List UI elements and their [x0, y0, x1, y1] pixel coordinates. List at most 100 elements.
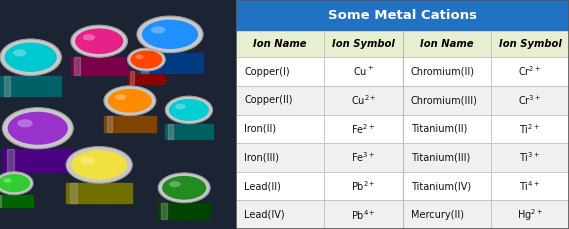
Polygon shape [130, 71, 134, 84]
Polygon shape [104, 116, 156, 132]
Ellipse shape [7, 112, 68, 145]
Bar [491, 200, 569, 229]
Polygon shape [70, 183, 77, 203]
Polygon shape [141, 53, 147, 73]
Ellipse shape [3, 45, 57, 75]
Bar [324, 143, 402, 172]
Ellipse shape [83, 34, 95, 41]
Bar [324, 86, 402, 114]
Text: Fe$^{3+}$: Fe$^{3+}$ [351, 150, 376, 164]
Bar [402, 143, 491, 172]
Bar [402, 86, 491, 114]
Polygon shape [0, 195, 33, 207]
Text: Ion Name: Ion Name [420, 39, 473, 49]
Bar [236, 143, 324, 172]
Bar [236, 200, 324, 229]
Ellipse shape [5, 43, 57, 72]
Ellipse shape [130, 52, 163, 71]
Bar [324, 200, 402, 229]
Ellipse shape [104, 86, 156, 116]
Ellipse shape [3, 178, 11, 183]
Ellipse shape [135, 55, 144, 59]
Ellipse shape [169, 99, 209, 121]
Bar [236, 31, 324, 57]
Bar [236, 0, 569, 31]
Ellipse shape [137, 16, 203, 53]
Bar [324, 57, 402, 86]
Text: Ti$^{2+}$: Ti$^{2+}$ [519, 122, 541, 136]
Text: Cu$^+$: Cu$^+$ [353, 65, 374, 78]
Bar [324, 31, 402, 57]
Bar [491, 86, 569, 114]
Text: Mercury(II): Mercury(II) [411, 210, 464, 220]
Ellipse shape [169, 181, 180, 187]
Ellipse shape [71, 150, 127, 180]
Polygon shape [137, 53, 203, 73]
Ellipse shape [151, 26, 166, 34]
Text: Iron(II): Iron(II) [245, 124, 277, 134]
Ellipse shape [66, 147, 132, 183]
Ellipse shape [0, 174, 30, 192]
Bar [236, 172, 324, 200]
Ellipse shape [115, 94, 126, 100]
Text: Lead(IV): Lead(IV) [245, 210, 285, 220]
Ellipse shape [13, 49, 26, 57]
Ellipse shape [0, 172, 33, 195]
Polygon shape [127, 71, 165, 84]
Text: Lead(II): Lead(II) [245, 181, 281, 191]
Text: Ion Symbol: Ion Symbol [332, 39, 395, 49]
Text: Cr$^{3+}$: Cr$^{3+}$ [518, 93, 542, 107]
Bar [402, 200, 491, 229]
Bar [491, 31, 569, 57]
Polygon shape [74, 57, 80, 75]
Text: Iron(III): Iron(III) [245, 153, 279, 162]
Polygon shape [7, 149, 14, 172]
Text: Pb$^{4+}$: Pb$^{4+}$ [351, 208, 376, 222]
Ellipse shape [168, 101, 210, 123]
Bar [236, 86, 324, 114]
Polygon shape [0, 195, 1, 207]
Ellipse shape [7, 115, 69, 148]
Bar [236, 57, 324, 86]
Text: Titanium(II): Titanium(II) [411, 124, 467, 134]
Text: Pb$^{2+}$: Pb$^{2+}$ [351, 179, 376, 193]
Text: Copper(II): Copper(II) [245, 95, 293, 105]
Bar [402, 172, 491, 200]
Ellipse shape [0, 176, 31, 194]
Polygon shape [162, 203, 167, 219]
Bar [324, 172, 402, 200]
Text: Cr$^{2+}$: Cr$^{2+}$ [518, 65, 542, 79]
Ellipse shape [0, 39, 61, 76]
Ellipse shape [162, 178, 207, 202]
Ellipse shape [80, 157, 94, 164]
Text: Ti$^{3+}$: Ti$^{3+}$ [519, 150, 541, 164]
Ellipse shape [107, 91, 152, 115]
Polygon shape [165, 124, 213, 139]
Ellipse shape [166, 96, 213, 124]
Text: Cu$^{2+}$: Cu$^{2+}$ [351, 93, 376, 107]
Text: Fe$^{2+}$: Fe$^{2+}$ [351, 122, 376, 136]
Bar [402, 114, 491, 143]
Ellipse shape [74, 31, 124, 57]
Ellipse shape [175, 104, 185, 109]
Ellipse shape [127, 48, 165, 71]
Ellipse shape [70, 153, 128, 183]
Bar [324, 114, 402, 143]
Ellipse shape [141, 22, 199, 52]
Bar [491, 143, 569, 172]
Text: Hg$^{2+}$: Hg$^{2+}$ [517, 207, 543, 223]
Bar [402, 57, 491, 86]
Ellipse shape [17, 119, 33, 127]
Ellipse shape [108, 89, 152, 113]
Bar [491, 172, 569, 200]
Text: Chromium(II): Chromium(II) [411, 67, 475, 76]
Ellipse shape [2, 108, 73, 149]
Text: Ion Symbol: Ion Symbol [498, 39, 561, 49]
Bar [402, 31, 491, 57]
Text: Chromium(III): Chromium(III) [411, 95, 478, 105]
Bar [236, 114, 324, 143]
Text: Copper(I): Copper(I) [245, 67, 290, 76]
Ellipse shape [71, 25, 127, 57]
Text: Some Metal Cations: Some Metal Cations [328, 9, 477, 22]
Ellipse shape [162, 176, 207, 200]
